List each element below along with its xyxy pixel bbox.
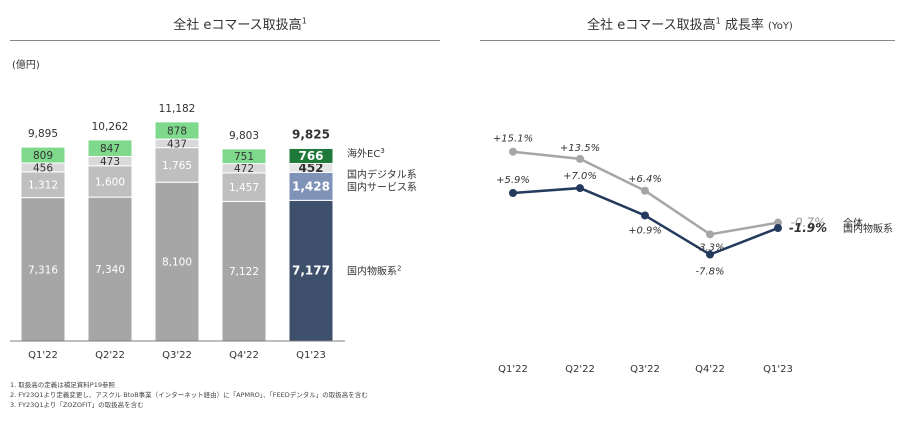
footnote-3: 3. FY23Q1より「ZOZOFIT」の取扱高を含む	[10, 401, 144, 409]
line-legend-domestic-sales: 国内物販系	[843, 222, 893, 235]
bar-label-overseas-ec-2: 878	[167, 125, 187, 137]
line-chart-title-sup: 1	[715, 16, 721, 26]
bar-overseas-ec-4	[288, 147, 334, 164]
line-legend-total: 全体	[843, 217, 863, 230]
line-point-domestic-sales-1	[576, 184, 584, 193]
line-label-domestic-sales-4: -1.9%	[789, 221, 827, 235]
line-series-domestic-sales	[512, 186, 779, 256]
line-label-total-4: -0.7%	[791, 216, 826, 230]
bar-total-label-0: 9,895	[28, 128, 58, 140]
line-point-total-3	[706, 230, 714, 239]
bar-label-domestic-sales-1: 7,340	[95, 264, 125, 276]
bar-x-tick-label-1: Q2'22	[95, 350, 125, 361]
line-label-domestic-sales-0: +5.9%	[496, 175, 530, 186]
bar-legend-overseas-ec: 海外EC3	[347, 147, 385, 160]
bar-label-domestic-digital-0: 456	[33, 162, 53, 174]
line-point-total-2	[641, 186, 649, 195]
chart-canvas: 7,3161,3124568099,895Q1'227,3401,6004738…	[10, 103, 893, 375]
bar-chart-title-text: 全社 eコマース取扱高	[173, 18, 302, 33]
line-chart-title-yoy: (YoY)	[768, 21, 793, 32]
bar-label-domestic-digital-4: 452	[298, 161, 323, 175]
bar-total-label-1: 10,262	[92, 121, 129, 133]
bar-legend-domestic-digital: 国内デジタル系	[347, 168, 417, 181]
bar-x-tick-label-4: Q1'23	[296, 350, 326, 361]
bar-domestic-sales-3	[221, 200, 267, 342]
bar-x-tick-label-3: Q4'22	[229, 350, 259, 361]
line-point-domestic-sales-0	[509, 189, 517, 198]
bar-chart-unit-label: (億円)	[12, 60, 40, 71]
bar-total-label-3: 9,803	[229, 130, 259, 142]
bar-label-domestic-service-4: 1,428	[292, 179, 330, 193]
line-label-total-1: +13.5%	[560, 143, 600, 154]
line-label-domestic-sales-1: +7.0%	[563, 171, 597, 182]
bar-label-domestic-service-0: 1,312	[28, 180, 58, 192]
line-label-total-2: +6.4%	[628, 174, 662, 185]
bar-domestic-service-3	[221, 172, 267, 202]
line-label-total-3: -3.3%	[695, 242, 724, 253]
line-label-total-0: +15.1%	[493, 134, 533, 145]
line-point-domestic-sales-3	[706, 250, 714, 259]
line-chart-title-rule	[480, 40, 895, 41]
bar-label-domestic-service-3: 1,457	[229, 182, 259, 194]
bar-chart-title-sup: 1	[301, 16, 307, 26]
line-label-domestic-sales-2: +0.9%	[628, 225, 662, 236]
line-label-domestic-sales-3: -7.8%	[695, 267, 724, 278]
bar-label-domestic-sales-2: 8,100	[162, 257, 192, 269]
bar-total-label-4: 9,825	[292, 127, 330, 141]
footnotes: 1. 取扱高の定義は補足資料P19参照 2. FY23Q1より定義変更し、アスク…	[10, 380, 368, 410]
bar-overseas-ec-1	[87, 139, 133, 158]
bar-legend-domestic-sales: 国内物販系2	[347, 265, 401, 278]
bar-label-domestic-digital-2: 437	[167, 138, 187, 150]
bar-label-overseas-ec-4: 766	[298, 149, 323, 163]
line-x-tick-label-4: Q1'23	[763, 364, 793, 375]
line-x-tick-label-0: Q1'22	[498, 364, 528, 375]
footnote-1: 1. 取扱高の定義は補足資料P19参照	[10, 381, 115, 389]
bar-legend-domestic-service: 国内サービス系	[347, 180, 417, 193]
line-point-domestic-sales-2	[641, 211, 649, 220]
footnote-2: 2. FY23Q1より定義変更し、アスクル BtoB事業（インターネット経由）に…	[10, 391, 368, 399]
bar-label-domestic-service-1: 1,600	[95, 176, 125, 188]
line-chart-title: 全社 eコマース取扱高1 成長率 (YoY)	[480, 14, 900, 33]
line-point-total-1	[576, 154, 584, 163]
bar-domestic-service-4	[288, 171, 334, 201]
bar-chart-title: 全社 eコマース取扱高1	[40, 14, 440, 33]
bar-label-domestic-digital-1: 473	[100, 156, 120, 168]
bar-domestic-service-0	[20, 171, 66, 199]
line-x-tick-label-3: Q4'22	[695, 364, 725, 375]
line-x-tick-label-1: Q2'22	[565, 364, 595, 375]
bar-x-tick-label-2: Q3'22	[162, 350, 192, 361]
bar-overseas-ec-0	[20, 146, 66, 164]
line-chart-title-text: 全社 eコマース取扱高	[587, 18, 716, 33]
line-x-tick-label-2: Q3'22	[630, 364, 660, 375]
line-point-domestic-sales-4	[774, 224, 782, 233]
bar-label-overseas-ec-1: 847	[100, 143, 120, 155]
bar-label-domestic-service-2: 1,765	[162, 160, 192, 172]
bar-overseas-ec-3	[221, 148, 267, 165]
bar-label-domestic-digital-3: 472	[234, 163, 254, 175]
line-chart-title-suffix: 成長率	[720, 18, 769, 33]
bar-chart-title-rule	[10, 40, 440, 41]
bar-domestic-service-1	[87, 165, 133, 198]
bar-total-label-2: 11,182	[159, 103, 196, 115]
bar-label-overseas-ec-0: 809	[33, 150, 53, 162]
bar-x-tick-label-0: Q1'22	[28, 350, 58, 361]
bar-label-domestic-sales-0: 7,316	[28, 264, 58, 276]
bar-domestic-service-2	[154, 147, 200, 183]
bar-label-domestic-sales-4: 7,177	[292, 264, 330, 278]
bar-label-domestic-sales-3: 7,122	[229, 266, 259, 278]
bar-overseas-ec-2	[154, 121, 200, 140]
line-point-total-0	[509, 147, 517, 156]
bar-label-overseas-ec-3: 751	[234, 151, 254, 163]
